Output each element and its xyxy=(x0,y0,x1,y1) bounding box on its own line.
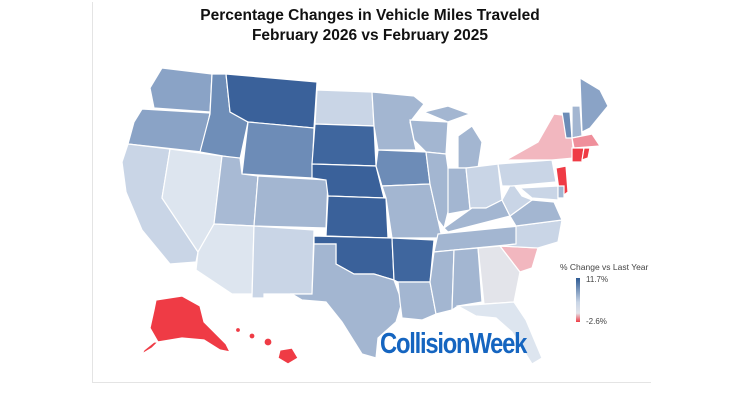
state-alabama[interactable] xyxy=(451,247,483,312)
state-massachusetts[interactable] xyxy=(571,133,602,149)
state-washington[interactable] xyxy=(149,67,213,113)
state-hawaii-oahu[interactable] xyxy=(248,332,256,340)
state-michigan[interactable] xyxy=(457,125,483,169)
state-rhode-island[interactable] xyxy=(581,147,591,161)
state-michigan-upper[interactable] xyxy=(422,105,472,123)
legend-max-label: 11.7% xyxy=(586,275,609,284)
state-connecticut[interactable] xyxy=(571,147,585,163)
legend-color-bar xyxy=(576,278,580,322)
title-line-2: February 2026 vs February 2025 xyxy=(251,27,489,44)
state-georgia[interactable] xyxy=(477,245,521,305)
state-hawaii-maui[interactable] xyxy=(263,337,273,347)
legend-min-label: -2.6% xyxy=(586,317,607,326)
brand-logo: CollisionWeek xyxy=(380,328,527,360)
state-iowa[interactable] xyxy=(375,149,431,187)
state-louisiana[interactable] xyxy=(397,281,437,321)
state-alaska-peninsula[interactable] xyxy=(140,341,160,356)
state-north-dakota[interactable] xyxy=(314,89,375,127)
map-title: Percentage Changes in Vehicle Miles Trav… xyxy=(0,6,740,46)
state-new-mexico[interactable] xyxy=(251,225,315,299)
state-kansas[interactable] xyxy=(325,195,389,239)
state-colorado[interactable] xyxy=(253,175,329,229)
state-new-hampshire[interactable] xyxy=(571,105,583,139)
title-line-1: Percentage Changes in Vehicle Miles Trav… xyxy=(200,7,540,24)
state-pennsylvania[interactable] xyxy=(497,159,557,187)
state-maine[interactable] xyxy=(579,76,609,133)
us-state-map xyxy=(121,67,609,365)
legend-title: % Change vs Last Year xyxy=(560,262,649,272)
state-texas[interactable] xyxy=(289,243,403,359)
state-hawaii-big-island[interactable] xyxy=(277,347,299,365)
state-florida[interactable] xyxy=(455,301,543,365)
state-arkansas[interactable] xyxy=(391,237,435,283)
state-delaware[interactable] xyxy=(557,185,565,199)
state-alaska[interactable] xyxy=(149,295,232,353)
state-wyoming[interactable] xyxy=(241,121,315,179)
state-ohio[interactable] xyxy=(465,163,503,209)
state-south-dakota[interactable] xyxy=(311,123,377,167)
state-hawaii-kauai[interactable] xyxy=(234,326,242,334)
state-mississippi[interactable] xyxy=(429,249,455,315)
state-maryland[interactable] xyxy=(518,185,559,201)
